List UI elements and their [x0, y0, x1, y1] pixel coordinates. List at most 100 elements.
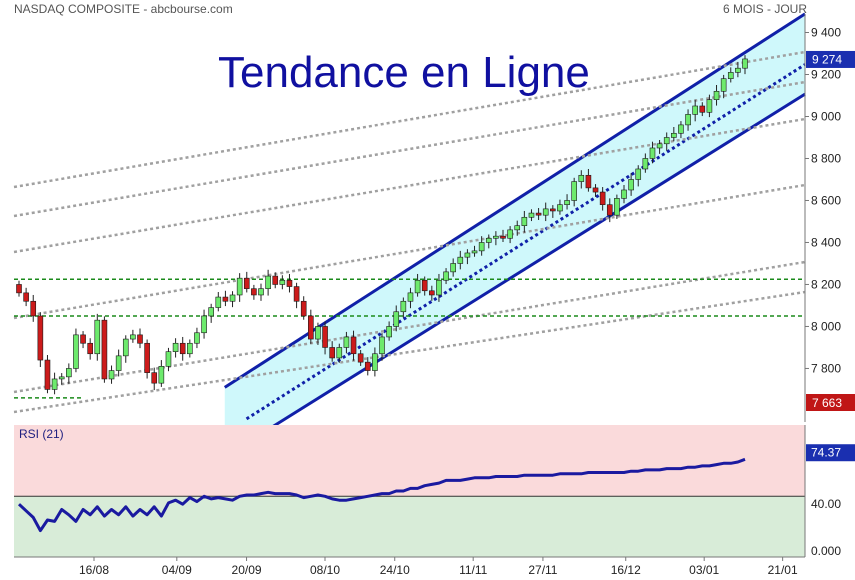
rsi-panel: 0.000 40.00 74.37: [14, 425, 855, 558]
candle-down: [137, 334, 143, 344]
candle: [414, 273, 421, 297]
price-tick-label: 9 400: [811, 25, 841, 39]
candle-up: [478, 242, 485, 252]
candle: [179, 336, 186, 361]
candle-up: [372, 353, 378, 371]
channel-fill: [224, 13, 806, 457]
candle: [692, 99, 698, 122]
candle-down: [606, 204, 613, 216]
candle-up: [158, 366, 165, 384]
candle: [450, 258, 456, 277]
price-tick-label: 9 000: [811, 109, 841, 123]
candle-up: [642, 158, 649, 170]
candle-up: [122, 338, 129, 357]
candle: [457, 250, 464, 270]
candle-down: [80, 334, 86, 344]
date-tick-label: 08/10: [310, 563, 340, 577]
rsi-oversold-zone: [14, 496, 805, 557]
candle: [51, 372, 58, 395]
date-tick-label: 04/09: [162, 563, 192, 577]
date-tick-label: 20/09: [232, 563, 262, 577]
rsi-label: RSI (21): [19, 427, 64, 441]
gray-trend-line: [13, 50, 806, 189]
candle-down: [599, 191, 606, 205]
candle: [222, 290, 229, 307]
candle: [350, 330, 357, 361]
candle-down: [16, 284, 22, 294]
candle: [379, 333, 385, 361]
gray-trend-line: [13, 80, 806, 218]
candle: [122, 335, 129, 363]
candle: [720, 74, 727, 99]
candle-up: [578, 174, 585, 182]
candle-up: [450, 263, 456, 273]
candle: [671, 126, 677, 142]
candle: [735, 61, 741, 78]
candle: [621, 184, 627, 204]
candle: [507, 226, 513, 244]
gray-trend-line: [13, 183, 806, 320]
candle: [130, 329, 136, 343]
candle-up: [557, 204, 563, 212]
date-tick-label: 27/11: [528, 563, 557, 577]
candle-down: [272, 275, 279, 285]
candle-up: [194, 332, 200, 344]
candle: [521, 210, 528, 233]
candle-down: [179, 342, 186, 355]
candle: [115, 349, 122, 377]
candle-down: [101, 319, 108, 380]
candle-up: [187, 342, 193, 355]
candle: [678, 121, 684, 139]
rsi-last-value-text: 74.37: [811, 446, 841, 460]
candle-down: [322, 326, 328, 348]
candle-up: [201, 315, 207, 334]
candle-up: [108, 370, 115, 380]
candle: [592, 184, 599, 197]
candle: [357, 349, 364, 366]
candle: [429, 285, 435, 301]
candle: [16, 280, 22, 297]
candle: [80, 331, 86, 349]
candle: [550, 205, 556, 218]
candle: [194, 327, 200, 349]
candle-up: [678, 124, 684, 134]
candle: [94, 313, 101, 361]
candle-up: [656, 143, 663, 149]
candle-up: [58, 376, 65, 380]
candle: [606, 198, 613, 223]
candle-down: [286, 279, 293, 287]
candle: [585, 168, 592, 192]
candle: [663, 132, 670, 151]
candle: [393, 305, 400, 332]
candle: [251, 284, 257, 300]
candle: [535, 208, 542, 221]
candle: [464, 249, 471, 265]
candle-down: [44, 359, 51, 390]
candle: [407, 287, 414, 309]
candle: [101, 316, 108, 383]
candle: [243, 271, 250, 293]
candle: [322, 321, 328, 355]
candle: [165, 347, 172, 372]
candle-up: [471, 250, 478, 254]
candle: [23, 287, 29, 307]
candle-down: [592, 187, 599, 193]
candle-down: [535, 212, 542, 216]
candle: [642, 153, 649, 173]
candle-up: [443, 271, 449, 281]
last-value-text: 9 274: [812, 52, 842, 66]
candle: [471, 245, 478, 257]
candle-down: [429, 290, 435, 296]
candle: [372, 347, 378, 377]
price-tick-label: 8 200: [811, 277, 841, 291]
price-tick-label: 9 200: [811, 67, 841, 81]
candle: [315, 322, 321, 345]
candle-up: [436, 279, 442, 296]
candle-up: [727, 72, 734, 79]
candle-up: [115, 355, 122, 371]
candle-up: [265, 275, 271, 289]
candle-up: [514, 225, 521, 231]
candle-up: [628, 179, 634, 191]
price-axis: 7 800 8 000 8 200 8 400 8 600 8 800 9 000 9 200…: [804, 14, 855, 422]
